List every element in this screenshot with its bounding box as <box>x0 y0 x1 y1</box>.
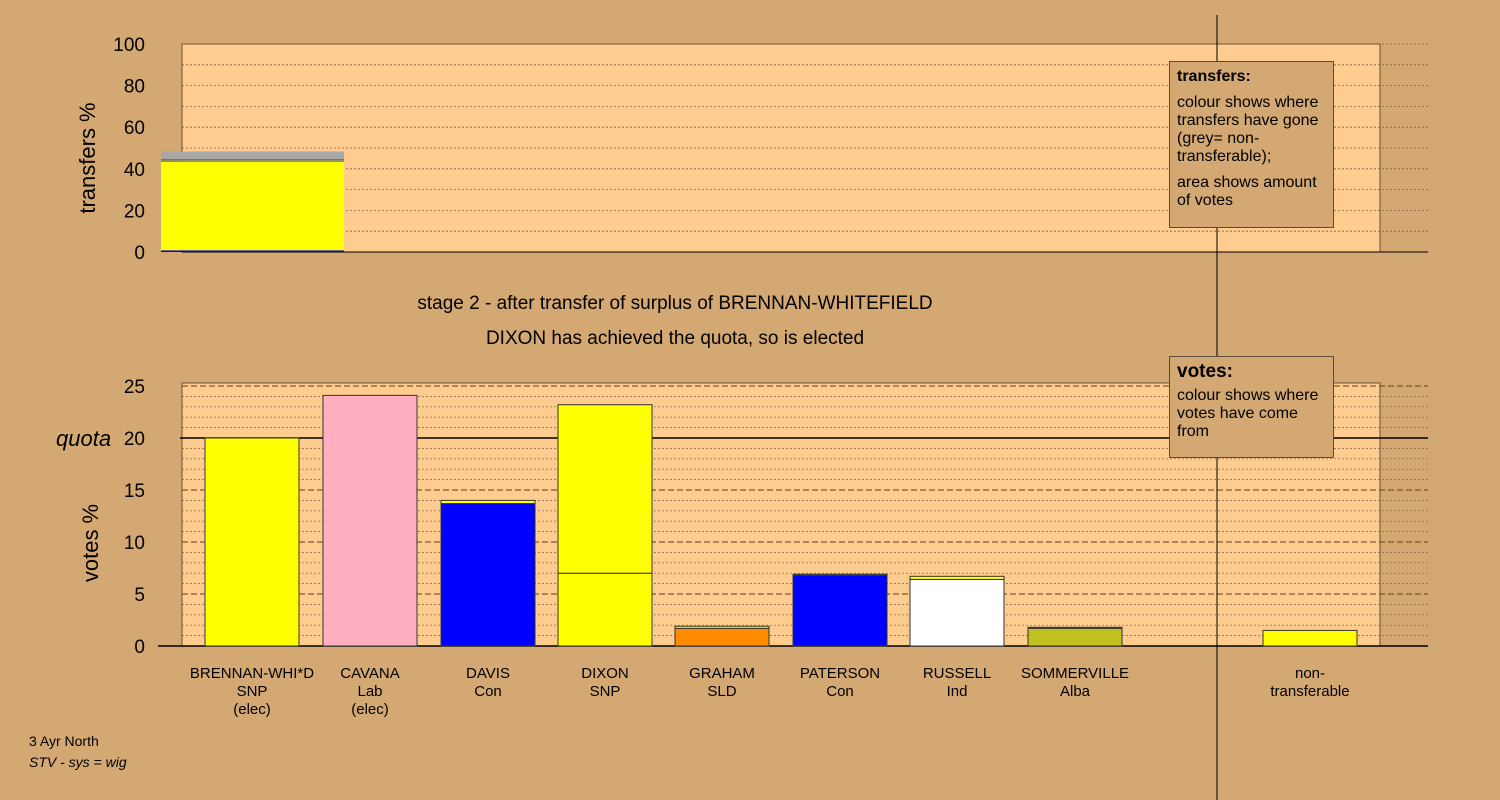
votes-y-ticks: 0 5 10 15 20 25 <box>124 377 145 658</box>
votes-bar-segment <box>440 503 536 647</box>
transfers-bar-segment <box>161 160 344 161</box>
votes-category-label: Alba <box>1060 683 1091 700</box>
transfers-y-tick-label: 0 <box>134 243 145 264</box>
transfers-legend-text1: colour shows where transfers have gone (… <box>1177 94 1319 165</box>
votes-category-label: PATERSON <box>800 665 880 682</box>
votes-category-label: SNP <box>237 683 268 700</box>
votes-bar-segment <box>792 573 888 576</box>
votes-category-label: DAVIS <box>466 665 510 682</box>
votes-bar-segment <box>1027 626 1123 629</box>
votes-category-labels: BRENNAN-WHI*DSNP(elec)CAVANALab(elec)DAV… <box>190 665 1350 718</box>
votes-y-axis-label: votes % <box>78 504 103 582</box>
transfers-y-axis-label: transfers % <box>75 102 100 213</box>
transfers-y-tick-label: 80 <box>124 77 145 98</box>
votes-category-label: BRENNAN-WHI*D <box>190 665 314 682</box>
votes-category-label: Con <box>826 683 854 700</box>
votes-category-label: Con <box>474 683 502 700</box>
votes-bar-segment <box>557 572 653 647</box>
quota-label: quota <box>56 426 111 451</box>
chart-title-line2: DIXON has achieved the quota, so is elec… <box>486 328 864 349</box>
votes-category-label: (elec) <box>351 701 389 718</box>
transfers-bar-segment <box>161 250 344 252</box>
votes-y-tick-label: 20 <box>124 429 145 450</box>
votes-bar-segment <box>1027 627 1123 647</box>
transfers-gridlines <box>182 43 1428 253</box>
votes-category-label: Ind <box>947 683 968 700</box>
transfers-y-ticks: 0 20 40 60 80 100 <box>113 35 145 264</box>
votes-legend-text1: colour shows where votes have come from <box>1177 387 1319 440</box>
transfers-legend-text2: area shows amount of votes <box>1177 174 1317 209</box>
transfers-bar-segment <box>161 160 344 162</box>
votes-y-tick-label: 10 <box>124 533 145 554</box>
votes-bar-segment <box>909 575 1005 580</box>
transfers-bar-segment <box>161 161 344 251</box>
votes-bars <box>204 394 1358 647</box>
transfers-y-tick-label: 100 <box>113 35 145 56</box>
votes-bar-segment <box>674 627 770 647</box>
transfers-legend: transfers: colour shows where transfers … <box>1169 61 1334 228</box>
footer-system: STV - sys = wig <box>29 754 127 770</box>
votes-category-label: SNP <box>590 683 621 700</box>
votes-y-tick-label: 15 <box>124 481 145 502</box>
votes-category-label: SOMMERVILLE <box>1021 665 1129 682</box>
votes-bar-segment <box>674 625 770 629</box>
votes-category-label: (elec) <box>233 701 271 718</box>
votes-bar-segment <box>440 499 536 505</box>
transfers-bars <box>161 151 344 252</box>
votes-bar-segment <box>322 394 418 647</box>
transfers-y-tick-label: 20 <box>124 201 145 222</box>
votes-bar-segment <box>557 404 653 574</box>
votes-legend: votes: colour shows where votes have com… <box>1169 356 1334 458</box>
votes-category-label: Lab <box>357 683 382 700</box>
votes-category-label: CAVANA <box>340 665 399 682</box>
votes-legend-title: votes: <box>1177 361 1233 382</box>
transfers-legend-title: transfers: <box>1177 68 1251 85</box>
votes-category-label: RUSSELL <box>923 665 991 682</box>
transfers-y-tick-label: 40 <box>124 160 145 181</box>
transfers-bar-segment <box>161 151 344 160</box>
transfers-bar-segment <box>161 161 344 162</box>
votes-bar-segment <box>909 578 1005 647</box>
votes-bar-segment <box>204 437 300 647</box>
votes-bar-segment <box>1262 629 1358 647</box>
votes-y-tick-label: 5 <box>134 585 145 606</box>
transfers-y-tick-label: 60 <box>124 118 145 139</box>
votes-category-label: DIXON <box>581 665 629 682</box>
footer-constituency: 3 Ayr North <box>29 733 99 749</box>
votes-category-label: non- <box>1295 665 1325 682</box>
votes-y-tick-label: 0 <box>134 637 145 658</box>
votes-category-label: transferable <box>1270 683 1349 700</box>
chart-title-line1: stage 2 - after transfer of surplus of B… <box>417 293 932 314</box>
votes-category-label: GRAHAM <box>689 665 755 682</box>
votes-category-label: SLD <box>707 683 736 700</box>
votes-y-tick-label: 25 <box>124 377 145 398</box>
votes-bar-segment <box>792 574 888 647</box>
